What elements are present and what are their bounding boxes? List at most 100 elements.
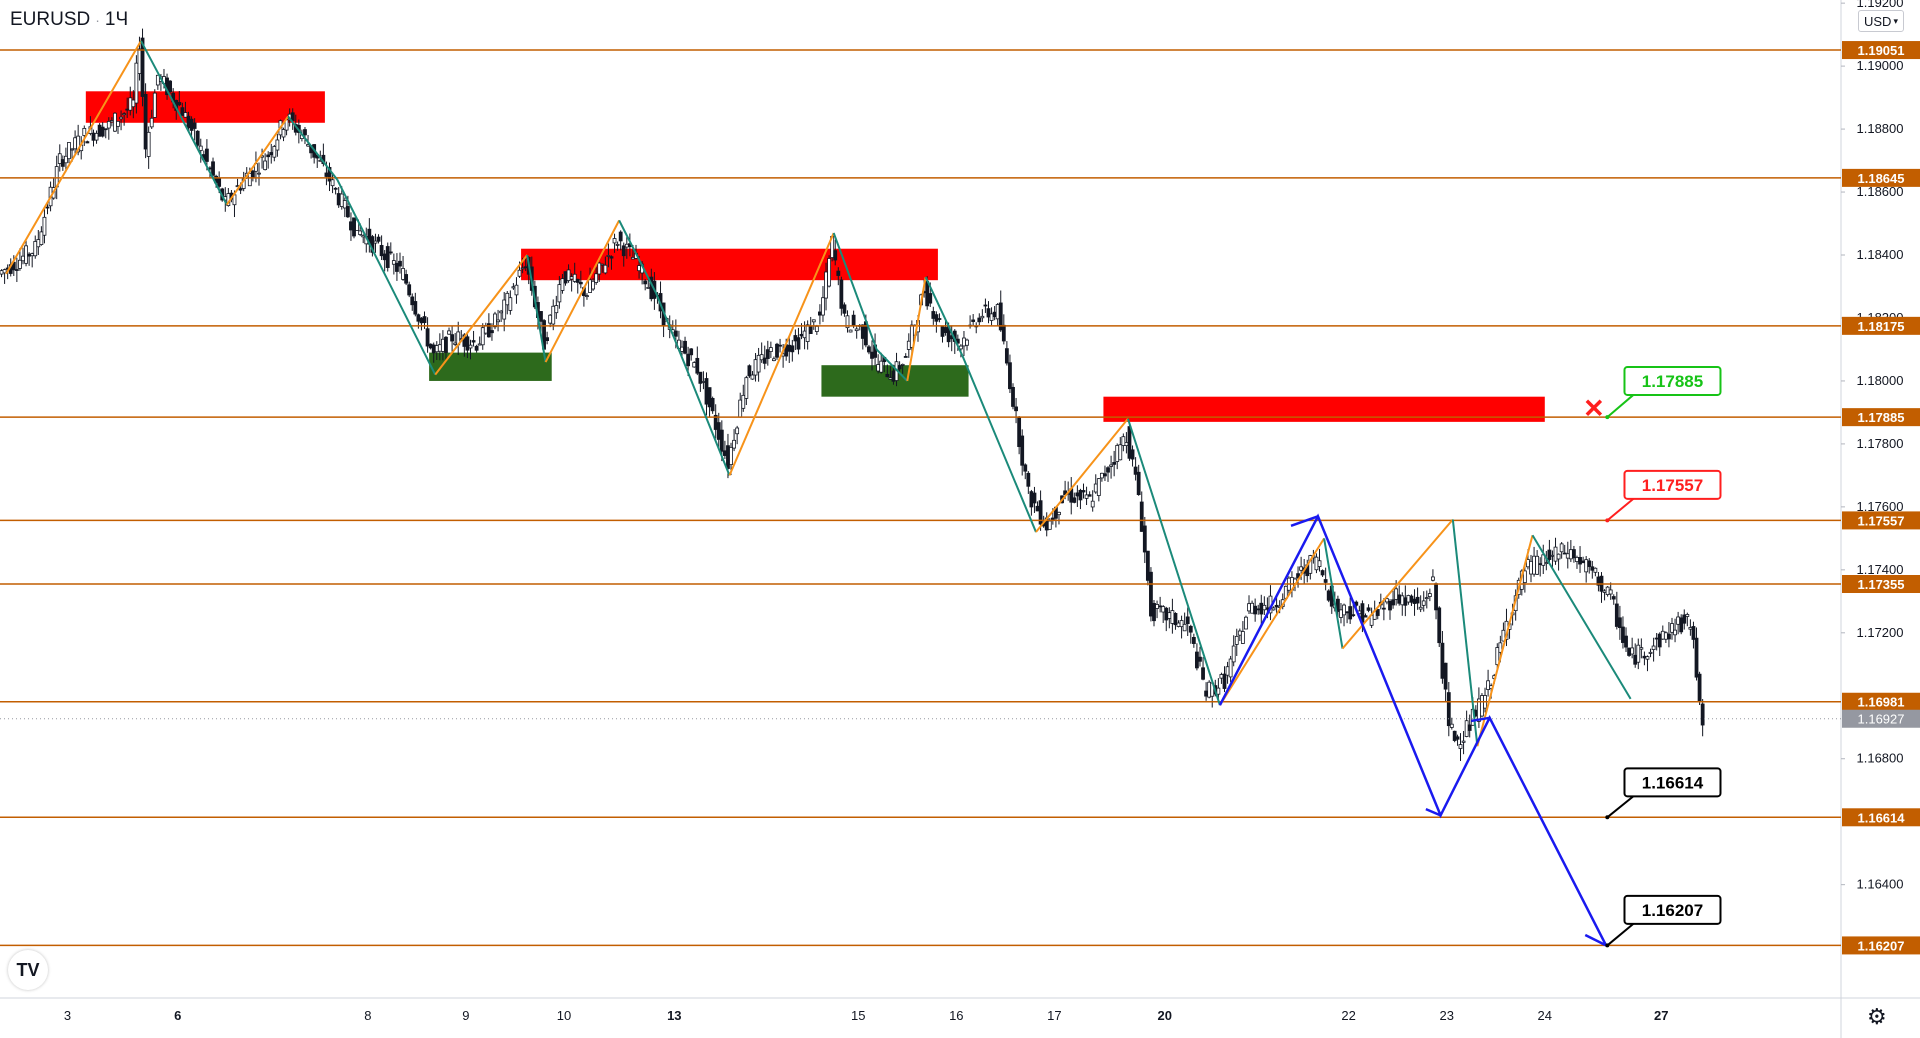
candle-up — [1124, 442, 1129, 446]
y-tick-label: 1.19200 — [1857, 0, 1904, 10]
candle-down — [575, 278, 580, 283]
candle-up — [572, 273, 577, 282]
candle-down — [1173, 612, 1178, 626]
candle-up — [888, 377, 893, 380]
candle-up — [1593, 567, 1598, 573]
candle-up — [514, 284, 519, 296]
candle-down — [471, 340, 476, 343]
candle-up — [511, 286, 516, 289]
candle-down — [885, 373, 890, 378]
candle-down — [465, 336, 470, 351]
zigzag-down-segment — [1323, 538, 1344, 649]
candle-down — [686, 353, 691, 367]
candle-down — [60, 159, 65, 167]
candle-down — [1375, 608, 1380, 616]
candle-down — [14, 269, 19, 271]
candle-down — [698, 371, 703, 384]
symbol-title[interactable]: EURUSD · 1Ч — [10, 9, 128, 31]
candle-down — [428, 343, 433, 349]
candle-up — [646, 287, 651, 289]
candle-down — [1081, 490, 1086, 493]
target-anchor-dot — [1605, 815, 1610, 820]
candle-up — [1636, 644, 1641, 663]
target-anchor-dot — [1605, 518, 1610, 523]
candle-down — [376, 236, 381, 242]
zigzag-up-segment — [728, 232, 835, 476]
resistance-zone — [1103, 396, 1545, 422]
candle-down — [1038, 500, 1043, 525]
candle-up — [827, 258, 832, 287]
candle-down — [1001, 324, 1006, 342]
candle-down — [1621, 626, 1625, 643]
zigzag-down-segment — [526, 254, 547, 363]
candle-up — [1550, 554, 1555, 557]
candle-down — [992, 311, 997, 318]
chevron-down-icon: ▾ — [1893, 15, 1898, 26]
candle-down — [523, 266, 528, 269]
y-tick-label: 1.18400 — [1857, 247, 1904, 262]
candle-up — [560, 278, 565, 291]
candle-down — [290, 112, 295, 121]
candle-up — [1535, 555, 1540, 575]
candle-up — [1161, 606, 1166, 613]
candle-down — [998, 302, 1003, 331]
candle-down — [1336, 598, 1340, 612]
candle-down — [704, 378, 709, 405]
candle-down — [450, 334, 454, 342]
candle-up — [1093, 483, 1098, 493]
candle-down — [303, 129, 307, 136]
candle-down — [726, 445, 730, 469]
currency-button[interactable]: USD ▾ — [1858, 10, 1904, 32]
candle-up — [57, 153, 62, 164]
candle-down — [1149, 571, 1153, 617]
candle-down — [1679, 617, 1684, 633]
candle-down — [1654, 637, 1659, 640]
candle-down — [719, 429, 724, 452]
candle-down — [1326, 590, 1331, 601]
candle-up — [18, 259, 22, 269]
candle-down — [1029, 491, 1034, 508]
candle-up — [1047, 520, 1052, 530]
candle-up — [1461, 740, 1466, 743]
target-anchor-dot — [1605, 943, 1610, 948]
candle-up — [146, 131, 151, 157]
candle-up — [876, 364, 881, 372]
candle-up — [1660, 630, 1665, 640]
target-pointer — [1606, 393, 1636, 418]
candle-up — [76, 135, 81, 153]
candle-down — [1624, 635, 1628, 648]
x-tick-label: 6 — [174, 1008, 181, 1023]
tradingview-logo[interactable]: TV — [8, 950, 48, 990]
candle-down — [1440, 642, 1445, 679]
target-box — [1623, 469, 1722, 500]
candle-down — [867, 346, 871, 353]
candle-up — [1427, 593, 1432, 597]
candle-down — [796, 337, 801, 350]
title-separator: · — [95, 12, 100, 28]
candle-up — [113, 112, 117, 132]
candle-up — [603, 264, 608, 274]
candle-down — [1087, 494, 1092, 497]
candle-down — [1198, 656, 1202, 662]
candle-down — [673, 330, 678, 337]
y-tick-label: 1.17800 — [1857, 436, 1904, 451]
candle-up — [1651, 645, 1656, 650]
candle-up — [453, 342, 458, 345]
candle-down — [1443, 662, 1448, 690]
zigzag-down-segment — [158, 75, 228, 206]
candle-down — [1072, 497, 1077, 503]
candle-up — [1685, 614, 1690, 617]
candle-up — [1486, 680, 1490, 690]
candle-down — [1547, 549, 1552, 560]
candle-down — [775, 343, 779, 358]
candle-down — [1136, 471, 1141, 496]
candle-up — [1575, 557, 1579, 563]
candle-down — [1391, 599, 1395, 606]
gear-icon[interactable]: ⚙ — [1867, 1004, 1887, 1030]
candle-up — [1431, 576, 1435, 581]
candle-down — [1112, 462, 1117, 465]
level-label-bg — [1842, 808, 1920, 827]
currency-label: USD — [1864, 13, 1892, 29]
zigzag-down-segment — [1126, 418, 1221, 706]
